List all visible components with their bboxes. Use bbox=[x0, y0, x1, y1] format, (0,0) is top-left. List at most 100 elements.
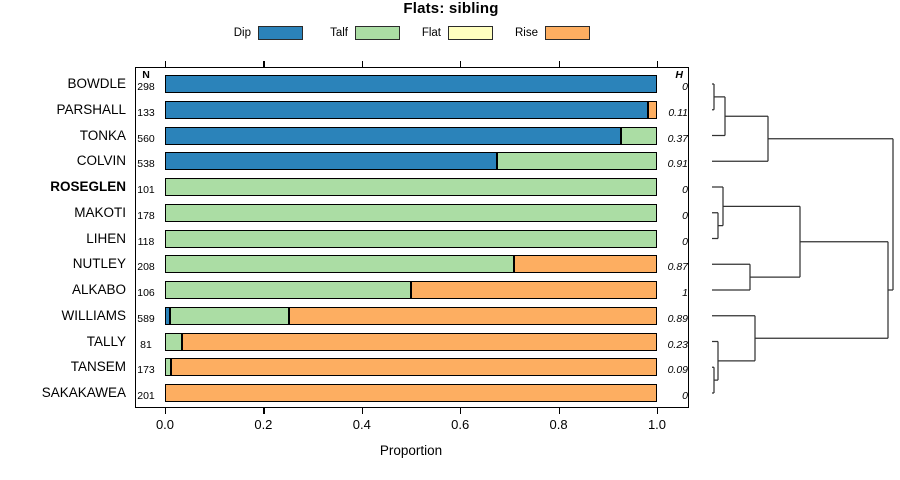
h-value: 0 bbox=[682, 81, 688, 93]
bar-segment-talf bbox=[165, 332, 182, 351]
h-value: 0.09 bbox=[667, 364, 688, 377]
h-value: 0 bbox=[682, 184, 688, 196]
row-label-lihen: LIHEN bbox=[86, 230, 126, 246]
legend-label-talf: Talf bbox=[330, 27, 348, 39]
h-column-header: H bbox=[675, 69, 683, 81]
legend-swatch-talf bbox=[355, 26, 400, 40]
bar-segment-talf bbox=[165, 281, 411, 299]
bar-segment-talf bbox=[170, 306, 289, 325]
x-tick-label: 0.6 bbox=[451, 417, 470, 432]
stacked-bar-williams bbox=[165, 306, 657, 325]
stacked-bar-sakakawea bbox=[165, 384, 657, 402]
x-tick-label: 0.4 bbox=[352, 417, 371, 432]
bar-segment-talf bbox=[497, 152, 657, 171]
n-value: 538 bbox=[137, 158, 155, 171]
row-label-tansem: TANSEM bbox=[70, 359, 126, 375]
x-tick-bottom bbox=[263, 408, 265, 414]
h-value: 0.11 bbox=[668, 106, 688, 119]
stacked-bar-roseglen bbox=[165, 178, 657, 196]
row-label-tonka: TONKA bbox=[79, 127, 126, 143]
bar-segment-rise bbox=[171, 358, 657, 377]
bar-segment-talf bbox=[621, 126, 657, 145]
bar-segment-talf bbox=[165, 358, 171, 377]
stacked-bar-makoti bbox=[165, 203, 657, 222]
row-label-nutley: NUTLEY bbox=[72, 256, 126, 272]
x-tick-top bbox=[460, 61, 462, 67]
x-tick-bottom bbox=[165, 408, 167, 414]
bar-segment-rise bbox=[411, 281, 657, 299]
legend-swatch-flat bbox=[448, 26, 493, 40]
x-tick-bottom bbox=[361, 408, 363, 414]
h-value: 0.23 bbox=[667, 338, 688, 351]
n-value: 178 bbox=[137, 209, 155, 222]
bar-segment-rise bbox=[648, 100, 657, 119]
row-label-colvin: COLVIN bbox=[76, 153, 126, 169]
row-label-makoti: MAKOTI bbox=[74, 204, 126, 220]
x-tick-top bbox=[361, 61, 363, 67]
x-tick-bottom bbox=[558, 408, 560, 414]
bar-segment-rise bbox=[289, 306, 657, 325]
legend-label-rise: Rise bbox=[514, 27, 538, 39]
row-label-williams: WILLIAMS bbox=[61, 307, 126, 323]
bar-segment-rise bbox=[165, 384, 657, 402]
x-tick-top bbox=[165, 61, 167, 67]
x-tick-bottom bbox=[657, 408, 659, 414]
x-tick-bottom bbox=[460, 408, 462, 414]
n-value: 101 bbox=[137, 184, 155, 196]
bar-segment-dip bbox=[165, 75, 657, 93]
bar-segment-talf bbox=[165, 255, 514, 274]
n-value: 201 bbox=[137, 390, 155, 402]
bar-segment-dip bbox=[165, 152, 497, 171]
h-value: 0.91 bbox=[667, 158, 688, 171]
h-value: 0 bbox=[682, 390, 688, 402]
bar-segment-rise bbox=[514, 255, 657, 274]
bar-segment-talf bbox=[165, 178, 657, 196]
x-tick-label: 0.8 bbox=[549, 417, 568, 432]
x-tick-top bbox=[657, 61, 659, 67]
n-value: 589 bbox=[137, 312, 155, 325]
h-value: 0 bbox=[682, 235, 688, 248]
row-label-alkabo: ALKABO bbox=[71, 282, 126, 297]
x-tick-top bbox=[263, 61, 265, 67]
legend-label-dip: Dip bbox=[233, 27, 251, 39]
stacked-bar-nutley bbox=[165, 255, 657, 274]
chart-title: Flats: sibling bbox=[403, 0, 499, 17]
x-tick-label: 0.2 bbox=[254, 417, 273, 432]
x-axis-title: Proportion bbox=[379, 443, 443, 458]
legend-label-flat: Flat bbox=[421, 27, 441, 39]
stacked-bar-tonka bbox=[165, 126, 657, 145]
bar-segment-talf bbox=[165, 203, 657, 222]
bar-segment-dip bbox=[165, 100, 648, 119]
row-label-parshall: PARSHALL bbox=[56, 101, 126, 117]
h-value: 1 bbox=[682, 287, 688, 299]
row-label-bowdle: BOWDLE bbox=[67, 76, 126, 91]
n-column-header: N bbox=[142, 69, 150, 81]
n-value: 106 bbox=[137, 287, 155, 299]
h-value: 0 bbox=[682, 209, 688, 222]
stacked-bar-alkabo bbox=[165, 281, 657, 299]
row-label-sakakawea: SAKAKAWEA bbox=[41, 385, 126, 400]
n-value: 133 bbox=[137, 106, 155, 119]
x-tick-top bbox=[558, 61, 560, 67]
n-value: 208 bbox=[137, 261, 155, 274]
bar-segment-talf bbox=[165, 229, 657, 248]
x-tick-label: 0.0 bbox=[155, 417, 175, 432]
stacked-bar-bowdle bbox=[165, 75, 657, 93]
legend-swatch-rise bbox=[545, 26, 590, 40]
n-value: 298 bbox=[137, 81, 155, 93]
n-value: 173 bbox=[137, 364, 155, 377]
legend: Dip Talf Flat Rise bbox=[0, 0, 900, 46]
bar-segment-dip bbox=[165, 126, 621, 145]
bar-segment-rise bbox=[182, 332, 657, 351]
n-value: 81 bbox=[140, 338, 152, 351]
h-value: 0.89 bbox=[667, 312, 688, 325]
legend-swatch-dip bbox=[258, 26, 303, 40]
x-tick-label: 1.0 bbox=[647, 417, 667, 432]
stacked-bar-tally bbox=[165, 332, 657, 351]
row-label-tally: TALLY bbox=[86, 333, 126, 349]
stacked-bar-tansem bbox=[165, 358, 657, 377]
n-value: 560 bbox=[137, 132, 155, 145]
